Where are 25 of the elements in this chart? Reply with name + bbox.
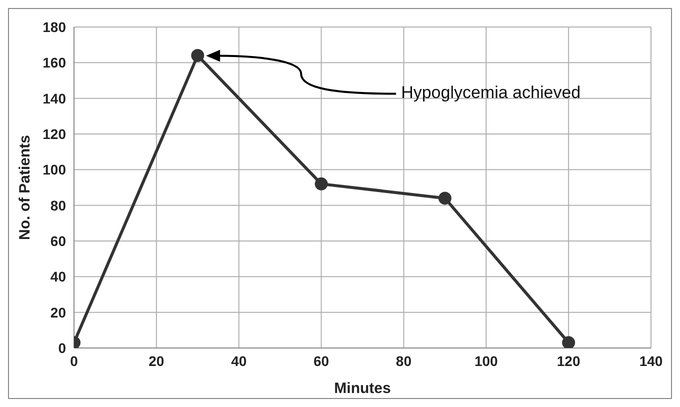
x-tick-label: 100	[474, 352, 498, 369]
point	[314, 177, 328, 190]
y-tick-label: 80	[50, 197, 66, 214]
x-tick-label: 0	[70, 352, 78, 369]
point	[562, 336, 576, 348]
x-tick-label: 60	[313, 352, 330, 369]
y-tick-label: 40	[50, 268, 66, 285]
x-tick-label: 40	[231, 352, 247, 369]
x-tick-label: 140	[639, 352, 663, 369]
point	[438, 192, 452, 205]
y-tick-label: 20	[50, 304, 66, 320]
y-tick-label: 120	[42, 126, 66, 142]
x-tick-label: 80	[396, 352, 412, 369]
y-tick-label: 180	[42, 18, 66, 35]
annotation: Hypoglycemia achieved	[401, 82, 581, 103]
y-tick-label: 0	[58, 340, 66, 356]
x-tick-label: 20	[148, 352, 164, 369]
x-tick-label: 120	[556, 352, 580, 369]
y-tick-label: 160	[42, 54, 66, 71]
y-tick-label: 140	[42, 90, 66, 106]
point	[191, 49, 204, 62]
y-axis-title: No. of Patients	[16, 134, 34, 240]
y-tick-label: 100	[42, 162, 66, 178]
x-axis-title: Minutes	[334, 380, 391, 397]
y-tick-label: 60	[50, 232, 66, 249]
